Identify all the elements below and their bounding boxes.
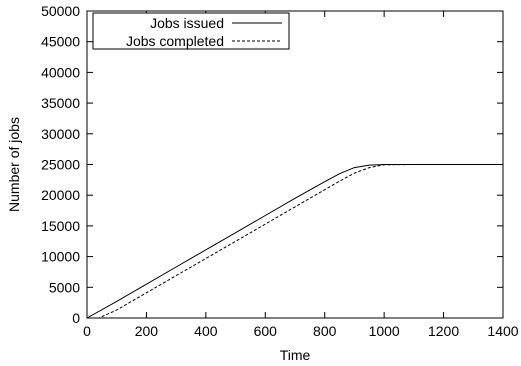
legend-label-jobs-issued: Jobs issued	[150, 15, 224, 31]
x-tick-label: 1000	[369, 323, 400, 339]
plot-area	[86, 164, 503, 319]
y-tick-label: 40000	[41, 64, 80, 80]
x-tick-label: 1200	[428, 323, 459, 339]
y-axis: 0 5000 10000 15000 20000 25000 30000 35000 40000…	[41, 3, 503, 326]
legend-box	[92, 12, 290, 50]
y-tick-label: 30000	[41, 126, 80, 142]
y-tick-label: 15000	[41, 218, 80, 234]
x-tick-label: 1400	[487, 323, 518, 339]
y-tick-label: 5000	[49, 279, 80, 295]
y-tick-label: 25000	[41, 157, 80, 173]
y-tick-label: 50000	[41, 3, 80, 19]
y-tick-label: 35000	[41, 95, 80, 111]
x-tick-label: 0	[83, 323, 91, 339]
legend-label-jobs-completed: Jobs completed	[126, 33, 224, 49]
y-tick-label: 0	[72, 310, 80, 326]
y-tick-label: 45000	[41, 34, 80, 50]
legend: Jobs issued Jobs completed	[92, 12, 290, 50]
x-axis: 0 200 400 600 800 1000 1200 1400	[83, 11, 519, 339]
series-line-jobs-completed	[87, 164, 503, 319]
y-tick-label: 10000	[41, 249, 80, 265]
x-axis-title: Time	[280, 347, 311, 363]
x-tick-label: 200	[135, 323, 159, 339]
series-line-jobs-issued	[86, 164, 503, 319]
x-tick-label: 800	[313, 323, 337, 339]
y-tick-label: 20000	[41, 187, 80, 203]
plot-frame	[86, 10, 504, 319]
y-axis-title: Number of jobs	[6, 117, 22, 212]
x-tick-label: 400	[194, 323, 218, 339]
x-tick-label: 600	[254, 323, 278, 339]
